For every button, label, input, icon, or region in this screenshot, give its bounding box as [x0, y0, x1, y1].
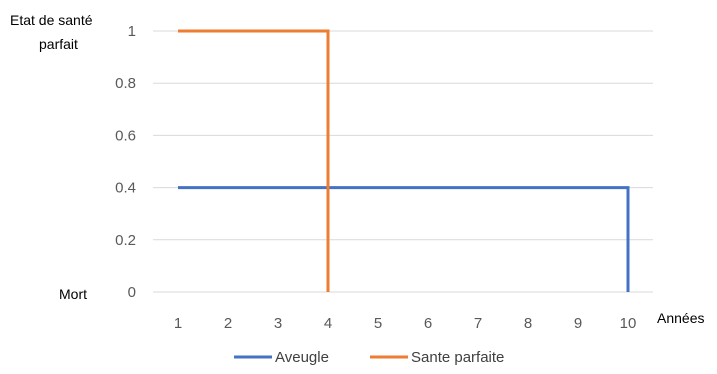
x-tick-label: 4 — [324, 315, 332, 332]
y-bottom-label: Mort — [59, 286, 87, 302]
x-tick-label: 5 — [374, 315, 382, 332]
y-tick-label: 0.8 — [115, 75, 136, 92]
x-tick-label: 6 — [424, 315, 432, 332]
legend: Aveugle Sante parfaite — [234, 349, 504, 366]
x-tick-label: 1 — [174, 315, 182, 332]
legend-label-aveugle: Aveugle — [275, 349, 329, 366]
series-lines — [178, 29, 630, 292]
y-tick-label: 0.4 — [115, 180, 136, 197]
x-tick-label: 3 — [274, 315, 282, 332]
x-tick-label: 10 — [620, 315, 637, 332]
gridlines — [153, 30, 653, 293]
y-tick-labels: 0 0.2 0.4 0.6 0.8 1 — [115, 23, 136, 301]
x-tick-labels: 1 2 3 4 5 6 7 8 9 10 — [174, 315, 637, 332]
x-axis-label: Années — [657, 310, 704, 326]
x-tick-label: 2 — [224, 315, 232, 332]
x-tick-label: 8 — [524, 315, 532, 332]
y-top-label-line1: Etat de santé — [10, 12, 93, 28]
y-top-label-line2: parfait — [39, 36, 78, 52]
x-tick-label: 9 — [574, 315, 582, 332]
series-line-sante-parfaite — [178, 29, 330, 292]
y-tick-label: 0.6 — [115, 127, 136, 144]
x-tick-label: 7 — [474, 315, 482, 332]
y-tick-label: 1 — [128, 23, 136, 40]
legend-label-sante-parfaite: Sante parfaite — [411, 349, 504, 366]
y-tick-label: 0.2 — [115, 232, 136, 249]
y-tick-label: 0 — [128, 284, 136, 301]
